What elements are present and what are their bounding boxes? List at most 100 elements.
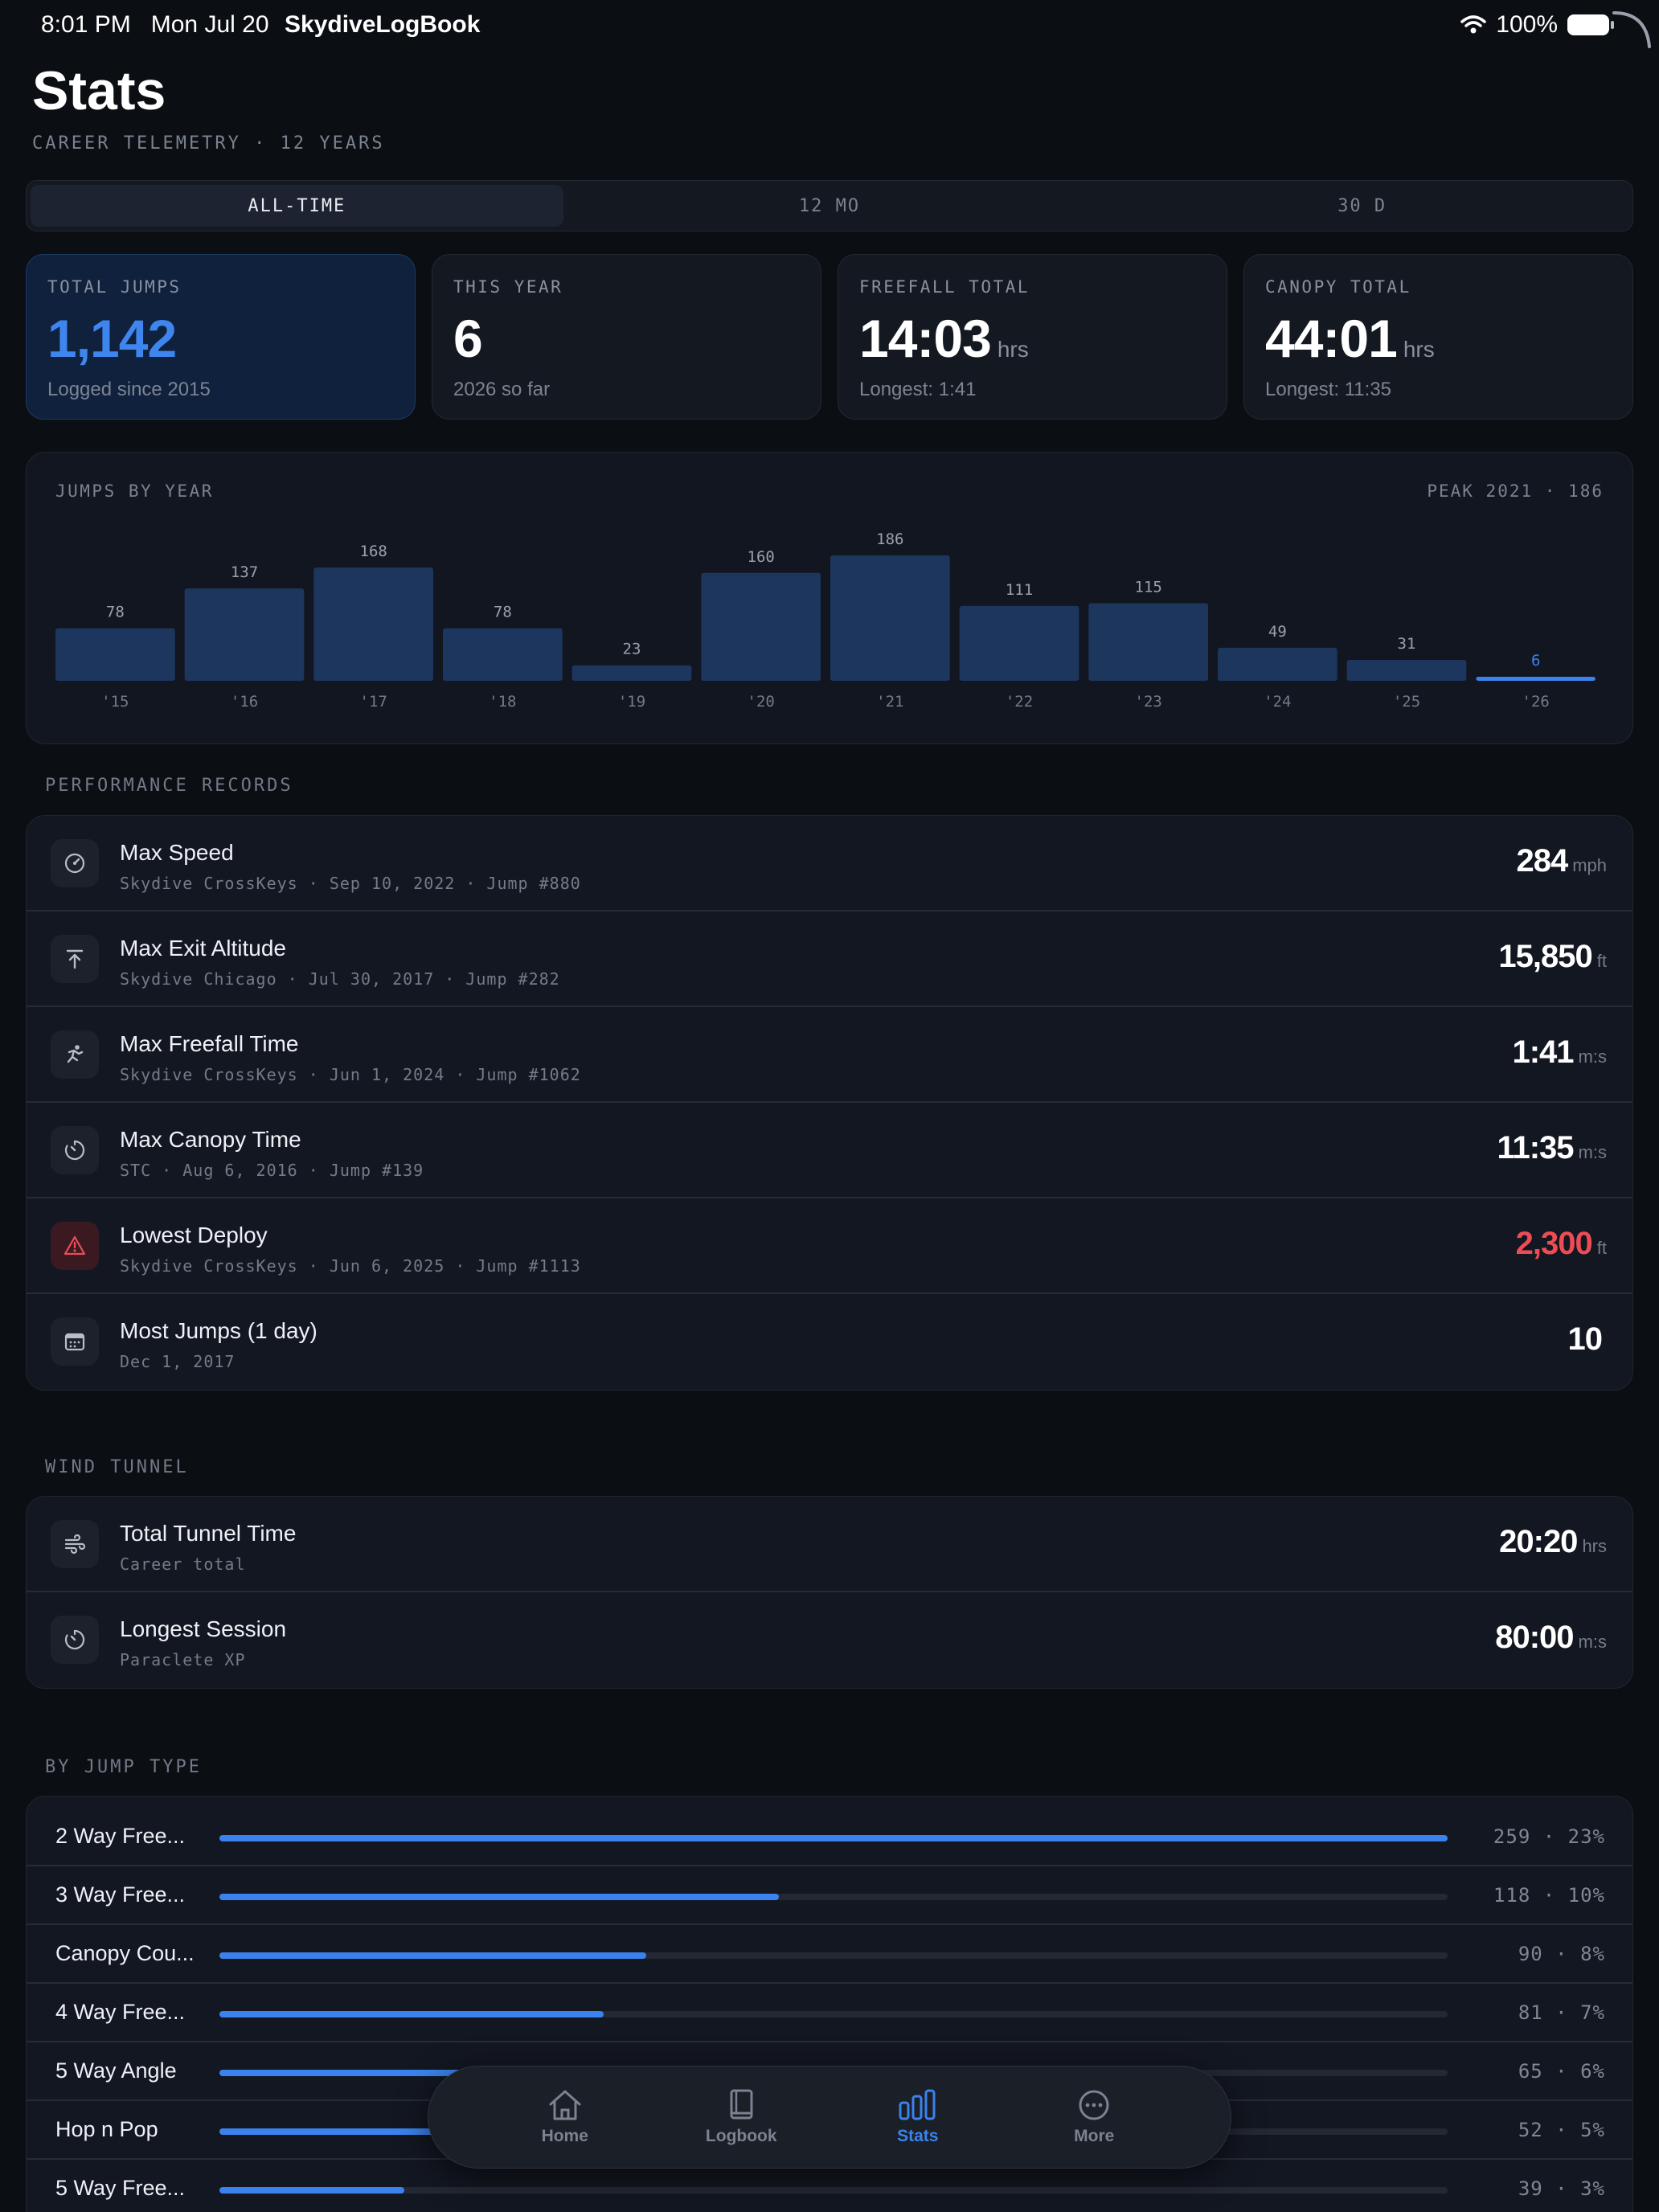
chart-bar-17[interactable]: [313, 567, 433, 681]
canopy-total-card[interactable]: CANOPY TOTAL 44:01 hrs Longest: 11:35: [1243, 254, 1633, 420]
total-jumps-card[interactable]: TOTAL JUMPS 1,142 Logged since 2015: [26, 254, 416, 420]
jump-type-row[interactable]: 5 Way Free... 39 · 3%: [27, 2160, 1632, 2212]
bar-chart-icon: [899, 2089, 936, 2120]
card-value: 44:01: [1265, 309, 1398, 368]
record-detail: Skydive Chicago · Jul 30, 2017 · Jump #2…: [120, 969, 560, 989]
jump-type-bar-fill: [219, 2187, 405, 2194]
record-value: 284: [1516, 843, 1568, 879]
tunnel-value: 80:00: [1495, 1620, 1574, 1655]
record-row-max-speed[interactable]: Max Speed Skydive CrossKeys · Sep 10, 20…: [27, 816, 1632, 911]
status-right: 100%: [1460, 11, 1614, 39]
segment-30-days[interactable]: 30 D: [1337, 195, 1387, 216]
chart-value-label: 31: [1398, 635, 1416, 653]
card-subtext: Longest: 1:41: [859, 379, 977, 400]
chart-bar-20[interactable]: [701, 572, 821, 681]
card-subtext: 2026 so far: [453, 379, 551, 400]
chart-value-label: 78: [106, 604, 125, 621]
record-value: 1:41: [1512, 1034, 1574, 1070]
record-row-max-freefall-time[interactable]: Max Freefall Time Skydive CrossKeys · Ju…: [27, 1007, 1632, 1103]
chart-bar-15[interactable]: [55, 628, 175, 681]
calendar-icon: [51, 1317, 99, 1366]
tunnel-title: Longest Session: [120, 1616, 287, 1641]
stat-cards: TOTAL JUMPS 1,142 Logged since 2015 THIS…: [26, 254, 1633, 420]
exit-altitude-icon: [51, 935, 99, 983]
record-row-most-jumps-day[interactable]: Most Jumps (1 day) Dec 1, 2017 10: [27, 1294, 1632, 1390]
jump-type-bar-fill: [219, 2011, 604, 2017]
record-row-max-canopy-time[interactable]: Max Canopy Time STC · Aug 6, 2016 · Jump…: [27, 1103, 1632, 1198]
jump-type-count: 90: [1518, 1943, 1543, 1965]
tab-more[interactable]: More: [1022, 2088, 1166, 2146]
record-unit: m:s: [1578, 1142, 1607, 1162]
jump-type-stat: 65 · 6%: [1518, 2060, 1605, 2083]
jump-type-bar-fill: [219, 2070, 528, 2076]
this-year-card[interactable]: THIS YEAR 6 2026 so far: [432, 254, 821, 420]
jump-type-label: Canopy Cou...: [55, 1941, 195, 1965]
record-row-lowest-deploy[interactable]: Lowest Deploy Skydive CrossKeys · Jun 6,…: [27, 1198, 1632, 1294]
segment-12-months[interactable]: 12 MO: [798, 195, 861, 216]
page-subtitle: CAREER TELEMETRY · 12 YEARS: [32, 133, 385, 154]
record-title: Max Exit Altitude: [120, 936, 286, 961]
jump-type-label: 5 Way Free...: [55, 2176, 186, 2200]
chart-category-label: '16: [231, 693, 258, 711]
record-value: 11:35: [1497, 1130, 1574, 1165]
jump-type-percent: 23%: [1567, 1825, 1605, 1848]
jump-type-count: 39: [1518, 2177, 1543, 2200]
jump-type-stat: 39 · 3%: [1518, 2177, 1605, 2200]
tunnel-row-total-time[interactable]: Total Tunnel Time Career total 20:20 hrs: [27, 1497, 1632, 1592]
chart-value-label: 49: [1268, 623, 1287, 641]
tunnel-detail: Paraclete XP: [120, 1650, 246, 1669]
jump-type-bar-fill: [219, 1894, 780, 1900]
chart-category-label: '25: [1393, 693, 1420, 711]
record-unit: m:s: [1578, 1047, 1607, 1067]
chart-bar-25[interactable]: [1346, 660, 1467, 681]
record-title: Max Canopy Time: [120, 1127, 301, 1152]
tab-stats[interactable]: Stats: [846, 2088, 990, 2146]
tunnel-row-longest-session[interactable]: Longest Session Paraclete XP 80:00 m:s: [27, 1592, 1632, 1688]
chart-value-label: 78: [494, 604, 512, 621]
chart-category-label: '20: [748, 693, 775, 711]
chart-value-label: 23: [623, 641, 641, 658]
record-detail: Skydive CrossKeys · Jun 6, 2025 · Jump #…: [120, 1256, 581, 1276]
jump-type-bar-track: [219, 1835, 1448, 1841]
chart-category-label: '21: [876, 693, 903, 711]
jump-type-stat: 90 · 8%: [1518, 1943, 1605, 1965]
card-value: 6: [453, 309, 483, 368]
record-row-max-exit-altitude[interactable]: Max Exit Altitude Skydive Chicago · Jul …: [27, 911, 1632, 1007]
chart-bar-22[interactable]: [959, 605, 1079, 681]
jump-type-label: 3 Way Free...: [55, 1882, 186, 1907]
jump-type-label: 2 Way Free...: [55, 1824, 186, 1848]
wind-tunnel-section-header: WIND TUNNEL: [45, 1457, 189, 1477]
card-unit: hrs: [997, 337, 1029, 362]
jump-type-count: 81: [1518, 2001, 1543, 2024]
jump-type-row[interactable]: Canopy Cou... 90 · 8%: [27, 1925, 1632, 1984]
jump-type-row[interactable]: 3 Way Free... 118 · 10%: [27, 1866, 1632, 1925]
chart-bar-23[interactable]: [1088, 603, 1208, 681]
range-segmented-control: ALL-TIME 12 MO 30 D: [26, 180, 1633, 231]
freefall-total-card[interactable]: FREEFALL TOTAL 14:03 hrs Longest: 1:41: [838, 254, 1227, 420]
chart-bar-18[interactable]: [443, 628, 563, 681]
tab-home[interactable]: Home: [493, 2088, 637, 2146]
chart-bar-24[interactable]: [1218, 647, 1337, 681]
chart-bar-26[interactable]: [1476, 677, 1596, 681]
card-unit: hrs: [1403, 337, 1435, 362]
more-icon: [1079, 2090, 1109, 2120]
tab-bar: Home Logbook Stats More: [428, 2066, 1231, 2169]
chart-bar-16[interactable]: [184, 588, 305, 681]
jump-type-count: 52: [1518, 2119, 1543, 2141]
jump-type-row[interactable]: 4 Way Free... 81 · 7%: [27, 1984, 1632, 2042]
chart-category-label: '23: [1135, 693, 1162, 711]
segment-all-time[interactable]: ALL-TIME: [31, 185, 563, 227]
wind-tunnel-list: Total Tunnel Time Career total 20:20 hrs …: [26, 1496, 1633, 1689]
jump-type-percent: 6%: [1580, 2060, 1605, 2083]
chart-bar-19[interactable]: [571, 665, 692, 681]
jump-type-bar-fill: [219, 1952, 646, 1959]
record-unit: mph: [1572, 855, 1607, 875]
record-unit: ft: [1596, 1238, 1607, 1258]
record-value: 2,300: [1515, 1226, 1593, 1261]
record-title: Max Freefall Time: [120, 1031, 299, 1056]
chart-bar-21[interactable]: [830, 555, 950, 681]
record-unit: ft: [1596, 951, 1607, 971]
tab-logbook[interactable]: Logbook: [669, 2088, 813, 2146]
jump-type-row[interactable]: 2 Way Free... 259 · 23%: [27, 1808, 1632, 1866]
wifi-icon: [1460, 15, 1487, 34]
